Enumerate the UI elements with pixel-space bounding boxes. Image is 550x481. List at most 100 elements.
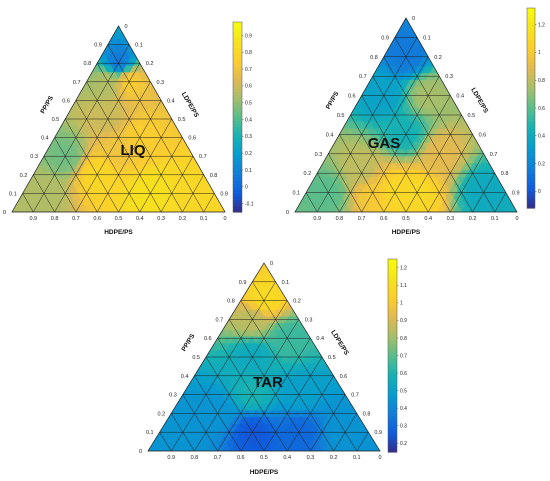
colorbar-tick-label: 0.9 xyxy=(245,33,252,39)
colorbar-tick-label: 0.6 xyxy=(538,106,545,112)
heat-field xyxy=(148,263,380,451)
tick-label-left: 0.2 xyxy=(158,411,166,417)
tick-label-left: 0 xyxy=(3,210,6,216)
triangle-outline xyxy=(147,262,381,452)
tick-label-right: 0.1 xyxy=(423,35,431,41)
tick-label-bottom: 0.7 xyxy=(72,216,80,222)
tick-label-left: 0 xyxy=(286,210,289,216)
tick-label-left: 0.6 xyxy=(348,94,356,100)
tick-label-bottom: 0.3 xyxy=(307,455,315,461)
tick-label-bottom: 0.8 xyxy=(51,216,59,222)
tick-label-left: 0.6 xyxy=(62,98,70,104)
colorbar: -0.1 0 0.1 0.2 0.3 0.4 0.5 0.6 0.7 0.8 0.9 xyxy=(232,21,254,213)
colorbar-tick-label: 0.8 xyxy=(538,78,545,84)
tick-label-right: 0.5 xyxy=(178,117,186,123)
tick-label-bottom: 0.6 xyxy=(237,455,245,461)
tick-label-right: 0.2 xyxy=(434,55,442,61)
tick-label-bottom: 0.4 xyxy=(136,216,144,222)
ternary-grid xyxy=(305,37,507,213)
ternary-plot-tar: 0000.10.10.10.20.20.20.30.30.30.40.40.40… xyxy=(139,258,407,476)
tick-label-right: 0.1 xyxy=(282,280,290,286)
axis-label-right: LDPE/PS xyxy=(180,91,200,119)
colorbar: 0.2 0.3 0.4 0.5 0.6 0.7 0.8 0.9 1 1.1 1.2 xyxy=(387,258,407,453)
tick-label-right: 0 xyxy=(125,24,128,30)
heat-field xyxy=(12,26,225,212)
ternary-plot-liq: 0 0 0 0.1 0.1 0.1 0.2 0.2 0.2 0.3 0.3 0.3 0.4 0.4 0.4 0… xyxy=(3,21,254,236)
colorbar: 0 0.2 0.4 0.6 0.8 1 1.2 xyxy=(526,7,545,209)
colorbar-tick-label: 0.1 xyxy=(245,168,252,174)
tick-label-right: 0 xyxy=(270,261,273,267)
tick-label-left: 0.1 xyxy=(292,191,300,197)
tick-labels: 0 0 0 0.1 0.1 0.1 0.2 0.2 0.2 0.3 0.3 0.3 0.4 0.4 0.4 0… xyxy=(139,261,382,461)
colorbar-tick-label: -0.1 xyxy=(245,201,254,207)
tick-label-right: 0.6 xyxy=(188,136,196,142)
tick-label-bottom: 0.4 xyxy=(424,216,432,222)
tick-labels: 0 0 0 0.1 0.1 0.1 0.2 0.2 0.2 0.3 0.3 0.3 0.4 0.4 0.4 0… xyxy=(3,24,228,222)
colorbar-tick-label: 0.5 xyxy=(245,101,252,107)
tick-label-right: 0.7 xyxy=(490,152,498,158)
colorbar-tick-label: 1 xyxy=(538,50,541,56)
tick-label-bottom: 0.6 xyxy=(93,216,101,222)
tick-label-left: 0.7 xyxy=(359,74,367,80)
ternary-grid xyxy=(159,281,369,452)
tick-label-right: 0.4 xyxy=(456,94,464,100)
tick-label-left: 0.7 xyxy=(73,80,81,86)
tick-label-right: 0.2 xyxy=(146,61,154,67)
tick-label-right: 0.7 xyxy=(199,154,207,160)
tick-label-left: 0.6 xyxy=(204,336,212,342)
tick-label-left: 0.2 xyxy=(20,173,28,179)
tick-label-right: 0.6 xyxy=(340,374,348,380)
tick-label-right: 0.5 xyxy=(328,355,336,361)
tick-label-left: 0.4 xyxy=(41,136,49,142)
tick-label-bottom: 0.2 xyxy=(469,216,477,222)
tick-label-bottom: 0.7 xyxy=(214,455,222,461)
axis-label-right: LDPE/PS xyxy=(469,87,489,115)
tick-label-left: 0.7 xyxy=(216,317,224,323)
heat-field xyxy=(295,18,517,212)
tick-label-left: 0.8 xyxy=(227,299,235,305)
tick-label-right: 0.1 xyxy=(135,43,143,49)
tick-label-bottom: 0.8 xyxy=(191,455,199,461)
tick-label-bottom: 0.9 xyxy=(313,216,321,222)
colorbar-tick-label: 0.3 xyxy=(245,134,252,140)
triangle-outline xyxy=(294,17,518,213)
axis-label-bottom: HDPE/PS xyxy=(104,229,133,236)
colorbar-tick-label: 0.6 xyxy=(400,371,407,377)
colorbar-tick-label: 0.5 xyxy=(400,388,407,394)
tick-label-left: 0.9 xyxy=(94,43,102,49)
tick-label-right: 0.8 xyxy=(210,173,218,179)
tick-label-bottom: 0.5 xyxy=(260,455,268,461)
tick-label-right: 0.3 xyxy=(156,80,164,86)
axis-label-left: PP/PS xyxy=(325,90,341,111)
tick-label-bottom: 0.3 xyxy=(447,216,455,222)
tick-labels: 0 0 0 0.1 0.1 0.1 0.2 0.2 0.2 0.3 0.3 0.3 0.4 0.4 0.4 0… xyxy=(286,16,520,222)
colorbar-tick-label: 0.2 xyxy=(245,151,252,157)
colorbar-tick-label: 0.2 xyxy=(400,441,407,447)
tick-label-bottom: 0 xyxy=(378,455,381,461)
axis-label-bottom: HDPE/PS xyxy=(250,469,279,476)
tick-label-right: 0.8 xyxy=(501,171,509,177)
colorbar-tick-label: 1.2 xyxy=(400,266,407,272)
tick-label-left: 0 xyxy=(139,449,142,455)
tick-label-left: 0.8 xyxy=(370,55,378,61)
axis-label-bottom: HDPE/PS xyxy=(392,229,421,236)
colorbar-tick-label: 0 xyxy=(538,189,541,195)
tick-label-left: 0.5 xyxy=(52,117,60,123)
colorbar-tick-label: 0.7 xyxy=(245,67,252,73)
tick-label-right: 0.9 xyxy=(220,191,228,197)
tick-label-right: 0.6 xyxy=(479,132,487,138)
tick-label-right: 0.4 xyxy=(316,336,324,342)
tick-label-left: 0.4 xyxy=(181,374,189,380)
tick-label-right: 0.9 xyxy=(512,191,520,197)
tick-label-bottom: 0.4 xyxy=(283,455,291,461)
tick-label-left: 0.9 xyxy=(381,35,389,41)
tick-label-bottom: 0.9 xyxy=(167,455,175,461)
colorbar-tick-label: 0.8 xyxy=(245,50,252,56)
tick-label-left: 0.1 xyxy=(9,191,17,197)
axis-label-left: PP/PS xyxy=(181,332,197,353)
tick-label-right: 0.8 xyxy=(363,411,371,417)
colorbar-tick-label: 0.7 xyxy=(400,353,407,359)
axis-label-right: LDPE/PS xyxy=(329,329,350,357)
tick-label-bottom: 0 xyxy=(515,216,518,222)
